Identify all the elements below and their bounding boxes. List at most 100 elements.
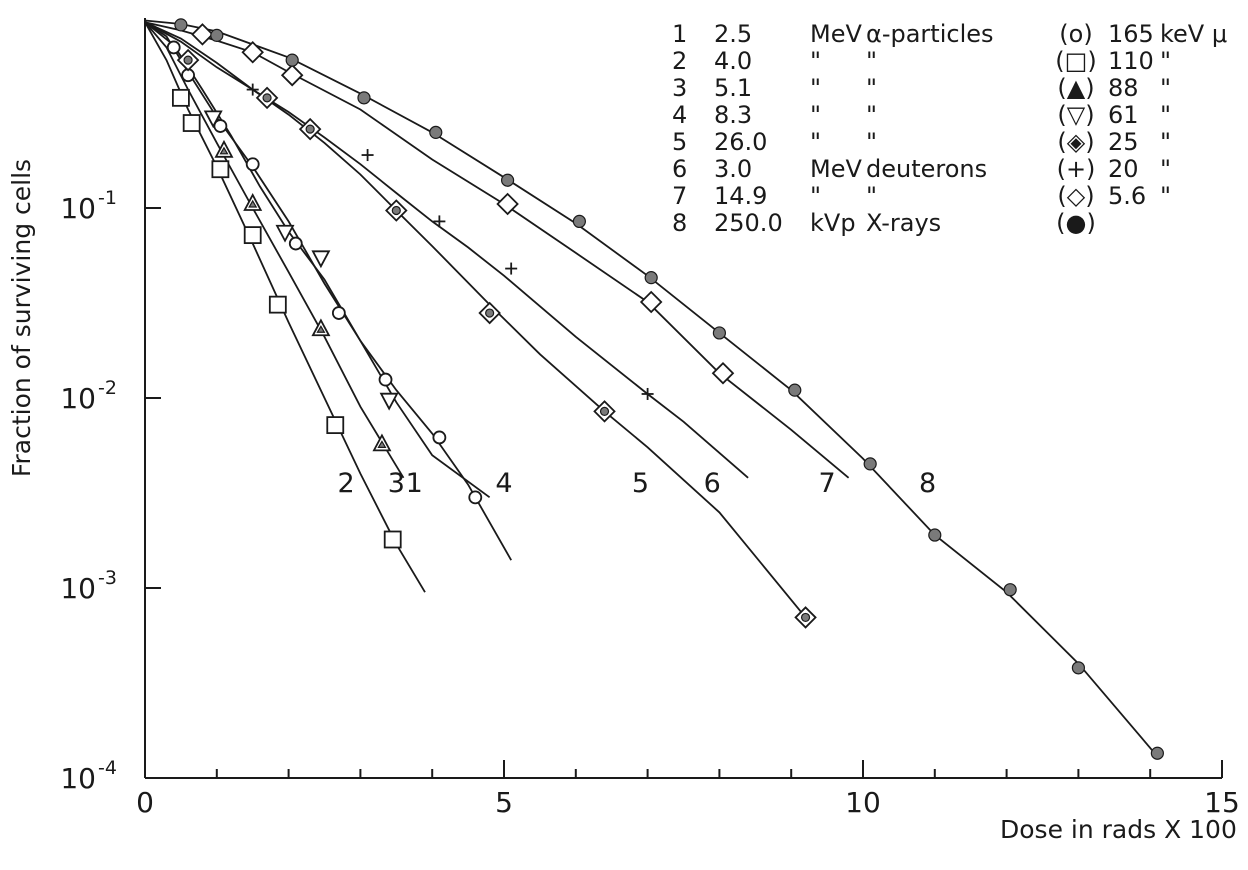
y-tick-exponent: -2 [98,377,117,399]
marker-series-5 [176,48,200,72]
marker-series-3 [243,193,263,211]
x-axis-label: Dose in rads X 100 [1000,815,1237,844]
marker-series-2 [243,226,262,245]
curve-label: 3 [388,468,405,499]
marker-series-3 [311,318,331,337]
marker-series-5 [255,86,279,110]
marker-series-6 [361,149,374,162]
y-tick-base: 10 [60,762,96,795]
x-tick-label: 10 [845,786,881,819]
legend-particle: " [866,47,877,75]
legend-unit: " [810,101,821,129]
curve-series-1 [144,21,512,561]
legend-energy: 250.0 [714,209,783,237]
legend-particle: " [866,182,877,210]
legend-let-unit: " [1160,101,1171,129]
legend-particle: " [866,128,877,156]
legend-particle: deuterons [866,155,987,183]
marker-series-7 [191,23,214,46]
curve-series-5 [144,21,807,618]
legend-particle: " [866,74,877,102]
marker-series-5 [794,606,817,629]
legend-num: 6 [672,155,687,183]
marker-series-6 [246,83,259,96]
legend-unit: MeV [810,20,862,48]
marker-series-4 [379,392,399,411]
marker-series-3 [372,433,392,452]
legend-let: 165 [1108,20,1154,48]
legend-energy: 3.0 [714,155,752,183]
marker-series-2 [268,295,287,314]
legend-let: 25 [1108,128,1139,156]
legend-row: 5 26.0 " " (◈) 25 " [672,128,1171,156]
legend-num: 3 [672,74,687,102]
marker-series-8 [1150,746,1164,760]
marker-series-4 [275,224,295,243]
marker-series-1 [288,236,303,251]
y-tick-exponent: -1 [98,187,117,209]
marker-series-8 [500,173,515,187]
marker-series-2 [326,416,345,435]
marker-series-8 [572,214,586,229]
marker-series-8 [712,326,727,340]
legend-unit: " [810,128,821,156]
legend-let: 20 [1108,155,1139,183]
marker-series-6 [505,262,518,275]
legend-let: 88 [1108,74,1139,102]
curve-label: 5 [632,468,649,499]
marker-series-8 [429,125,443,139]
legend-num: 8 [672,209,687,237]
marker-series-5 [298,117,322,141]
y-axis-label: Fraction of surviving cells [7,159,36,477]
legend-symbol: (▽) [1057,101,1094,129]
legend-num: 1 [672,20,687,48]
legend-row: 2 4.0 " " (□) 110 " [672,47,1171,75]
marker-series-7 [280,63,304,87]
legend-particle: α-particles [866,20,994,48]
legend-symbol: (+) [1057,155,1096,183]
legend-let-unit: keV μ [1160,20,1227,48]
marker-series-8 [644,271,658,285]
legend-energy: 8.3 [714,101,752,129]
marker-series-6 [641,387,654,400]
y-tick-base: 10 [60,572,96,605]
legend-energy: 14.9 [714,182,767,210]
marker-series-4 [203,110,223,129]
x-tick-label: 5 [495,786,513,819]
marker-series-7 [241,41,264,64]
legend-let-unit: " [1160,47,1171,75]
curve-label: 7 [819,468,836,499]
y-tick-label: 10 -3 [60,567,117,605]
marker-series-1 [331,306,346,320]
series-markers [166,18,1164,760]
marker-series-8 [210,28,224,42]
legend-num: 7 [672,182,687,210]
legend-unit: " [810,47,821,75]
legend-let-unit: " [1160,128,1171,156]
marker-series-8 [788,383,802,397]
marker-series-8 [1003,583,1017,597]
x-tick-label: 15 [1204,786,1240,819]
legend-particle: " [866,101,877,129]
marker-series-5 [593,400,616,423]
legend-energy: 2.5 [714,20,752,48]
legend-num: 2 [672,47,687,75]
legend-let: 110 [1108,47,1154,75]
legend-num: 4 [672,101,687,129]
marker-series-2 [383,530,402,549]
marker-series-2 [182,114,201,132]
legend-particle: X-rays [866,209,941,237]
legend-energy: 4.0 [714,47,752,75]
legend-unit: " [810,182,821,210]
legend-symbol: (□) [1055,47,1096,75]
legend-row: 8 250.0 kVp X-rays (●) [672,209,1096,237]
marker-series-8 [863,457,877,471]
legend-let: 5.6 [1108,182,1146,210]
curve-label: 2 [337,468,354,499]
curve-label: 1 [406,468,423,499]
legend-let-unit: " [1160,74,1171,102]
legend-let-unit: " [1160,182,1171,210]
